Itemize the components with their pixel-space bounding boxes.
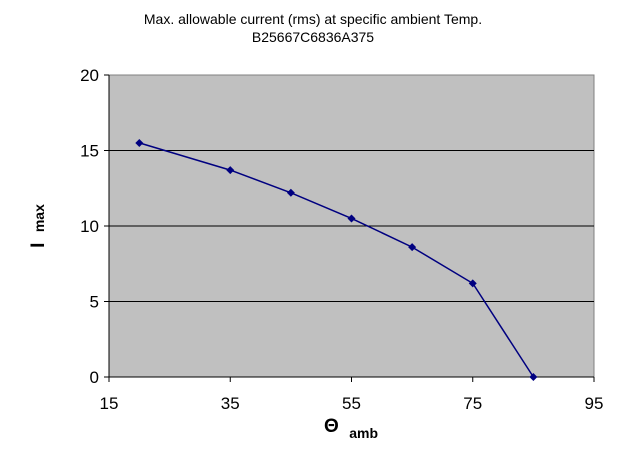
data-point-marker bbox=[135, 138, 144, 147]
y-axis-symbol: I bbox=[28, 243, 49, 248]
x-tick-label: 35 bbox=[221, 394, 240, 413]
x-tick-label: 15 bbox=[100, 394, 119, 413]
x-axis-subscript: amb bbox=[349, 425, 378, 441]
y-tick-labels: 0 5 10 15 20 bbox=[80, 66, 99, 387]
x-tick-labels: 15 35 55 75 95 bbox=[100, 394, 604, 413]
y-tick-label: 0 bbox=[90, 368, 99, 387]
x-axis-label: Θ amb bbox=[324, 416, 378, 441]
axes bbox=[104, 74, 595, 382]
data-point-marker bbox=[286, 188, 295, 197]
x-tick-label: 55 bbox=[342, 394, 361, 413]
x-axis-symbol: Θ bbox=[324, 416, 339, 437]
y-axis-subscript: max bbox=[31, 204, 47, 232]
data-point-marker bbox=[226, 166, 235, 175]
y-tick-label: 15 bbox=[80, 142, 99, 161]
gridlines bbox=[109, 150, 594, 302]
x-tick-label: 75 bbox=[463, 394, 482, 413]
data-markers bbox=[135, 138, 538, 381]
y-axis-label: I max bbox=[28, 204, 49, 248]
x-tick-label: 95 bbox=[585, 394, 604, 413]
data-point-marker bbox=[529, 373, 538, 381]
y-tick-label: 5 bbox=[90, 293, 99, 312]
data-point-marker bbox=[468, 279, 477, 288]
chart-subtitle: B25667C6836A375 bbox=[252, 29, 374, 45]
y-tick-label: 10 bbox=[80, 217, 99, 236]
y-tick-label: 20 bbox=[80, 66, 99, 85]
data-point-marker bbox=[408, 243, 417, 252]
data-point-marker bbox=[347, 214, 356, 223]
chart-title: Max. allowable current (rms) at specific… bbox=[144, 11, 482, 27]
